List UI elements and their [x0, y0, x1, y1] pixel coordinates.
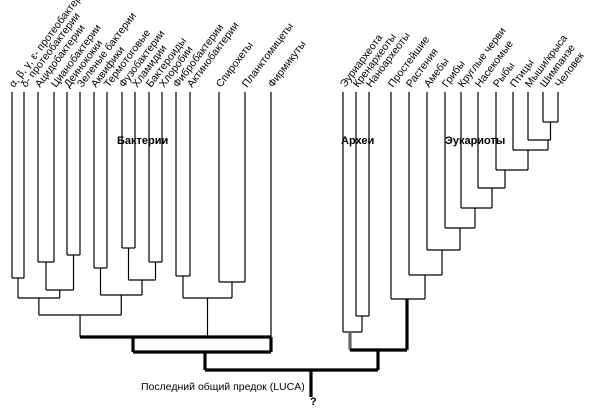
- tree-branches: [11, 92, 559, 397]
- group-label-archaea: Археи: [341, 135, 374, 147]
- group-label-bacteria: Бактерии: [117, 135, 168, 147]
- root-question: ?: [310, 396, 317, 408]
- root-label: Последний общий предок (LUCA): [141, 381, 305, 393]
- group-label-eukaryotes: Эукариоты: [445, 135, 505, 147]
